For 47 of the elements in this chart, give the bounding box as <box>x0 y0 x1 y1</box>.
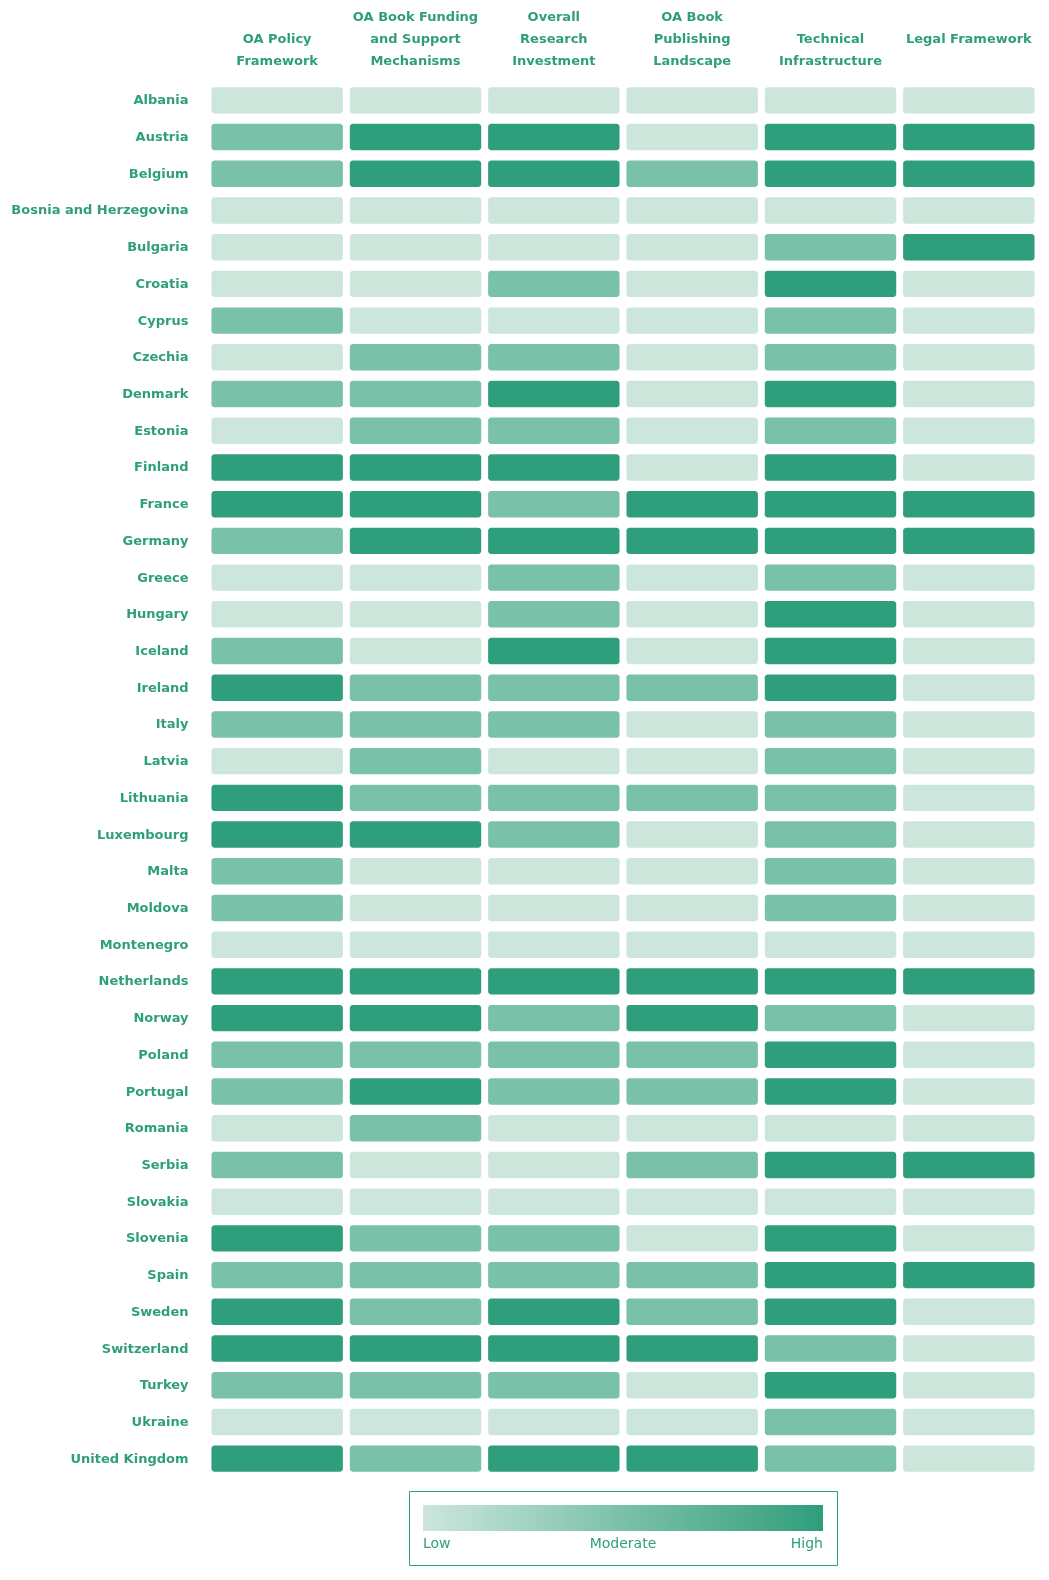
color-bar-label: High <box>790 1535 823 1551</box>
y-tick-label: Bulgaria <box>127 239 189 255</box>
y-tick-label: Hungary <box>126 606 190 622</box>
y-tick-label: Bosnia and Herzegovina <box>11 202 189 218</box>
y-tick-label: Montenegro <box>99 936 189 952</box>
y-tick-label: Albania <box>133 92 189 108</box>
y-tick-label: Italy <box>155 716 190 732</box>
y-tick-label: Spain <box>147 1267 189 1283</box>
y-tick-label: Iceland <box>135 643 189 659</box>
x-tick-label: Legal Framework <box>905 30 1033 46</box>
color-bar-label: Moderate <box>589 1535 657 1551</box>
y-tick-label: Slovakia <box>126 1193 189 1209</box>
x-tick-label: Technical Infrastructure <box>779 30 883 68</box>
y-tick-label: Switzerland <box>101 1340 189 1356</box>
y-tick-label: Slovenia <box>125 1230 189 1246</box>
y-tick-label: France <box>139 496 189 512</box>
y-tick-label: Ukraine <box>131 1413 189 1429</box>
y-tick-label: Belgium <box>128 165 189 181</box>
y-tick-label: Romania <box>124 1120 189 1136</box>
y-tick-label: Latvia <box>143 753 189 769</box>
y-tick-label: Czechia <box>132 349 189 365</box>
y-tick-label: Cyprus <box>137 312 189 328</box>
y-tick-label: Denmark <box>122 386 189 402</box>
y-tick-label: Moldova <box>126 899 189 915</box>
y-tick-label: Turkey <box>139 1377 190 1393</box>
y-tick-label: Lithuania <box>119 789 189 805</box>
x-tick-label: OA Policy Framework <box>236 30 319 68</box>
y-tick-label: Greece <box>137 569 189 585</box>
y-tick-label: Ireland <box>136 679 189 695</box>
y-tick-label: Serbia <box>141 1156 189 1172</box>
x-tick-label: OA Book Funding and Support Mechanisms <box>352 8 479 68</box>
y-tick-label: Finland <box>134 459 189 475</box>
y-tick-label: Estonia <box>134 422 189 438</box>
y-tick-label: Malta <box>147 863 189 879</box>
y-tick-label: Luxembourg <box>97 826 189 842</box>
y-tick-label: Croatia <box>135 275 189 291</box>
color-bar-label: Low <box>423 1535 451 1551</box>
y-tick-label: Austria <box>135 129 189 145</box>
y-tick-label: United Kingdom <box>70 1450 189 1466</box>
x-tick-label: Overall Research Investment <box>512 8 596 68</box>
y-tick-label: Netherlands <box>98 973 189 989</box>
y-tick-label: Germany <box>122 532 190 548</box>
y-tick-label: Portugal <box>125 1083 189 1099</box>
y-tick-label: Sweden <box>130 1303 189 1319</box>
y-tick-label: Poland <box>138 1046 189 1062</box>
x-tick-label: OA Book Publishing Landscape <box>653 8 732 68</box>
y-tick-label: Norway <box>133 1010 190 1026</box>
